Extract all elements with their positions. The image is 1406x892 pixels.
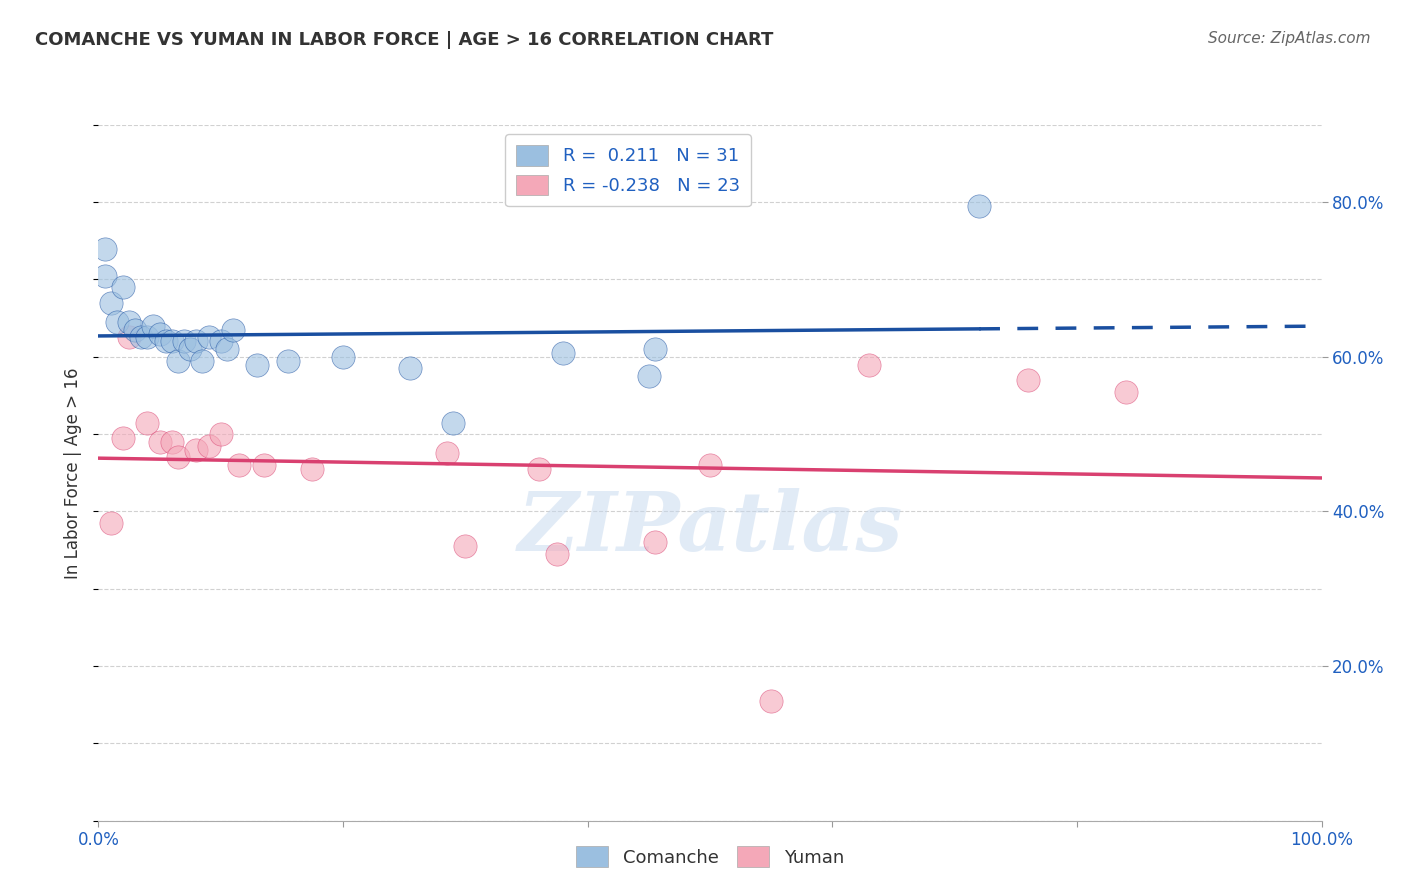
Point bbox=[100, 516, 122, 530]
Point bbox=[436, 446, 458, 460]
Point bbox=[160, 334, 183, 349]
Point bbox=[136, 330, 159, 344]
Point bbox=[301, 462, 323, 476]
Point bbox=[93, 242, 115, 256]
Point bbox=[100, 295, 122, 310]
Point bbox=[246, 358, 269, 372]
Point bbox=[222, 323, 245, 337]
Point bbox=[155, 334, 177, 349]
Point bbox=[118, 330, 141, 344]
Point bbox=[118, 315, 141, 329]
Point bbox=[186, 442, 208, 457]
Point bbox=[553, 346, 575, 360]
Point bbox=[228, 458, 250, 472]
Point bbox=[149, 326, 172, 341]
Text: ZIPatlas: ZIPatlas bbox=[517, 489, 903, 568]
Point bbox=[209, 427, 232, 442]
Point bbox=[761, 694, 783, 708]
Point bbox=[858, 358, 880, 372]
Point bbox=[209, 334, 232, 349]
Point bbox=[149, 434, 172, 449]
Text: Source: ZipAtlas.com: Source: ZipAtlas.com bbox=[1208, 31, 1371, 46]
Point bbox=[527, 462, 550, 476]
Point bbox=[197, 439, 219, 453]
Point bbox=[186, 334, 208, 349]
Point bbox=[644, 342, 666, 356]
Point bbox=[638, 369, 661, 384]
Point bbox=[197, 330, 219, 344]
Point bbox=[179, 342, 201, 356]
Point bbox=[699, 458, 721, 472]
Point bbox=[124, 323, 146, 337]
Point bbox=[191, 353, 214, 368]
Point bbox=[546, 547, 568, 561]
Point bbox=[399, 361, 422, 376]
Point bbox=[644, 535, 666, 549]
Point bbox=[142, 318, 165, 333]
Point bbox=[129, 330, 152, 344]
Point bbox=[1017, 373, 1039, 387]
Point bbox=[332, 350, 354, 364]
Y-axis label: In Labor Force | Age > 16: In Labor Force | Age > 16 bbox=[65, 367, 83, 579]
Point bbox=[111, 431, 134, 445]
Point bbox=[167, 353, 190, 368]
Point bbox=[111, 280, 134, 294]
Point bbox=[167, 450, 190, 465]
Point bbox=[160, 434, 183, 449]
Text: COMANCHE VS YUMAN IN LABOR FORCE | AGE > 16 CORRELATION CHART: COMANCHE VS YUMAN IN LABOR FORCE | AGE >… bbox=[35, 31, 773, 49]
Point bbox=[105, 315, 128, 329]
Point bbox=[441, 416, 464, 430]
Point bbox=[173, 334, 195, 349]
Point bbox=[1115, 384, 1137, 399]
Point bbox=[454, 539, 477, 553]
Point bbox=[967, 199, 990, 213]
Point bbox=[93, 268, 115, 283]
Point bbox=[136, 416, 159, 430]
Point bbox=[252, 458, 274, 472]
Legend: Comanche, Yuman: Comanche, Yuman bbox=[569, 839, 851, 874]
Point bbox=[215, 342, 238, 356]
Point bbox=[277, 353, 299, 368]
